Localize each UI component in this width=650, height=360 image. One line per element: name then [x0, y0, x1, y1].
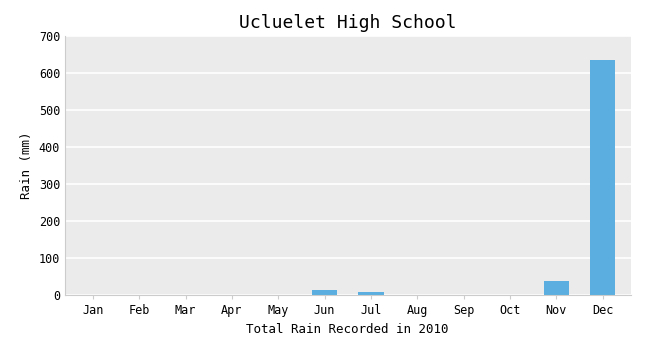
Bar — [358, 292, 384, 295]
X-axis label: Total Rain Recorded in 2010: Total Rain Recorded in 2010 — [246, 323, 449, 336]
Bar — [543, 281, 569, 295]
Bar — [312, 290, 337, 295]
Bar — [590, 60, 616, 295]
Y-axis label: Rain (mm): Rain (mm) — [20, 132, 33, 199]
Title: Ucluelet High School: Ucluelet High School — [239, 14, 456, 32]
